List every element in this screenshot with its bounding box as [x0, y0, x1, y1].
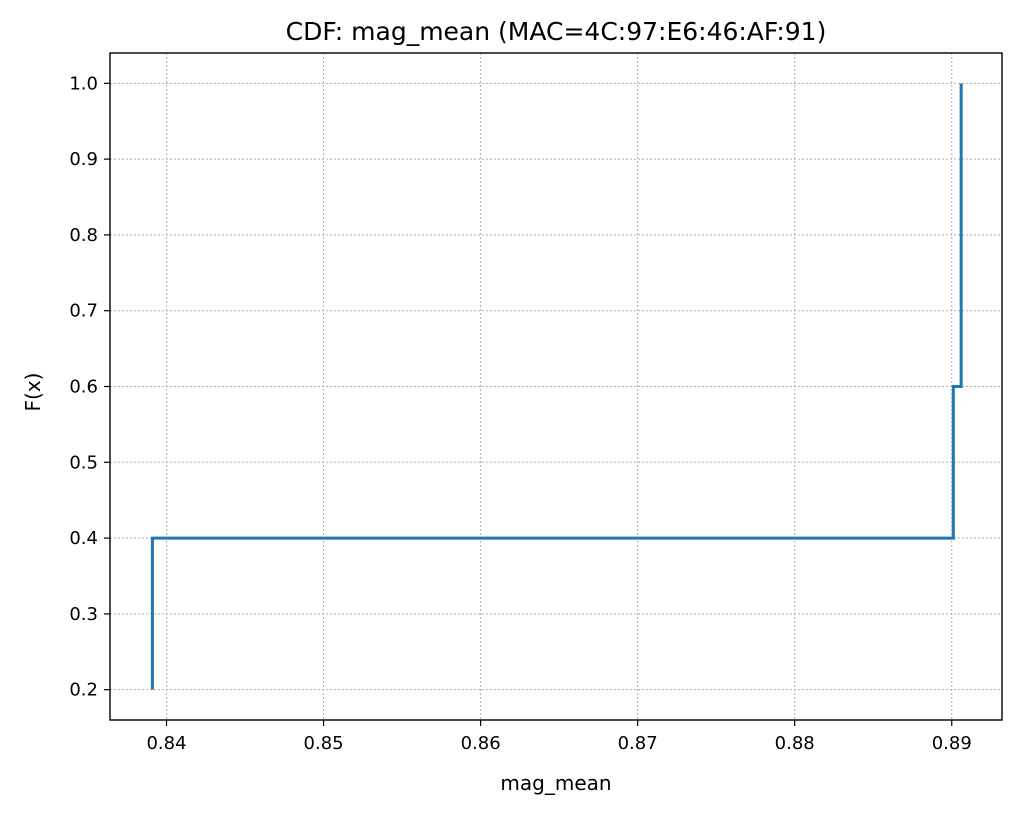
y-tick-label: 0.2 — [69, 680, 98, 701]
x-axis-ticks: 0.84 0.85 0.86 0.87 0.88 0.89 — [146, 720, 972, 754]
x-tick-label: 0.84 — [146, 733, 186, 754]
y-axis-label: F(x) — [21, 373, 45, 412]
y-tick-label: 0.4 — [69, 528, 98, 549]
y-tick-label: 0.7 — [69, 301, 98, 322]
y-tick-label: 0.6 — [69, 377, 98, 398]
y-tick-label: 0.5 — [69, 452, 98, 473]
y-tick-label: 0.3 — [69, 604, 98, 625]
x-axis-label: mag_mean — [500, 771, 611, 795]
x-tick-label: 0.86 — [461, 733, 501, 754]
cdf-step-line — [150, 83, 963, 690]
x-tick-label: 0.85 — [304, 733, 344, 754]
y-tick-label: 0.8 — [69, 225, 98, 246]
grid-lines — [110, 53, 1002, 720]
y-tick-label: 1.0 — [69, 73, 98, 94]
y-tick-label: 0.9 — [69, 149, 98, 170]
chart-title: CDF: mag_mean (MAC=4C:97:E6:46:AF:91) — [286, 17, 827, 46]
y-axis-ticks: 0.2 0.3 0.4 0.5 0.6 0.7 0.8 0.9 1.0 — [69, 73, 110, 701]
x-tick-label: 0.89 — [932, 733, 972, 754]
x-tick-label: 0.88 — [775, 733, 815, 754]
x-tick-label: 0.87 — [618, 733, 658, 754]
series-layer — [150, 83, 963, 690]
